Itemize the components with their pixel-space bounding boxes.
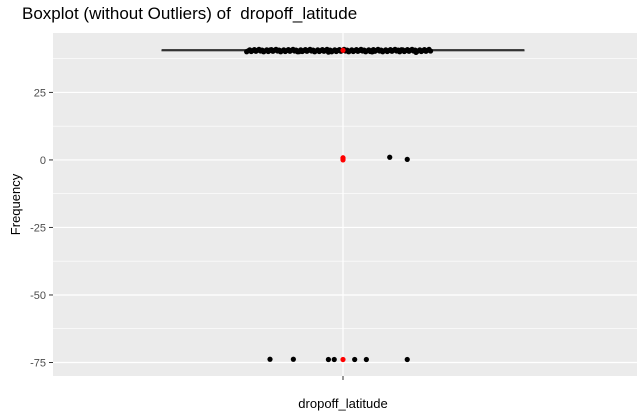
data-point bbox=[413, 49, 419, 56]
plot-panel bbox=[53, 33, 637, 376]
data-point bbox=[428, 48, 434, 54]
data-point bbox=[355, 48, 361, 54]
data-point bbox=[404, 356, 410, 363]
data-point bbox=[325, 356, 331, 363]
y-tick-label: -25 bbox=[30, 222, 46, 234]
data-point bbox=[387, 154, 393, 160]
y-tick-label: 25 bbox=[34, 87, 46, 99]
grid-minor bbox=[53, 58, 637, 330]
data-point bbox=[334, 47, 340, 54]
data-point bbox=[296, 49, 302, 55]
data-point bbox=[267, 356, 273, 362]
y-tick-label: 0 bbox=[40, 155, 46, 167]
data-point bbox=[384, 48, 390, 54]
outlier-layer bbox=[340, 47, 346, 363]
outlier-point bbox=[340, 47, 346, 53]
data-point bbox=[311, 48, 317, 54]
y-tick-label: -50 bbox=[30, 290, 46, 302]
y-tick-label: -75 bbox=[30, 357, 46, 369]
data-point bbox=[369, 49, 375, 55]
data-point bbox=[398, 47, 404, 53]
y-axis: 25 0 -25 -50 -75 bbox=[30, 87, 53, 369]
data-point bbox=[346, 48, 352, 54]
chart-title: Boxplot (without Outliers) of dropoff_la… bbox=[22, 4, 358, 23]
data-point bbox=[267, 47, 273, 53]
outlier-point bbox=[340, 155, 346, 161]
data-point bbox=[325, 49, 331, 55]
y-axis-title: Frequency bbox=[8, 173, 23, 235]
data-point bbox=[363, 356, 369, 363]
data-point bbox=[331, 356, 337, 363]
data-point bbox=[352, 356, 358, 363]
data-point bbox=[404, 156, 410, 162]
outlier-point bbox=[340, 356, 346, 363]
x-axis-title: dropoff_latitude bbox=[298, 396, 387, 411]
data-point bbox=[290, 356, 296, 362]
